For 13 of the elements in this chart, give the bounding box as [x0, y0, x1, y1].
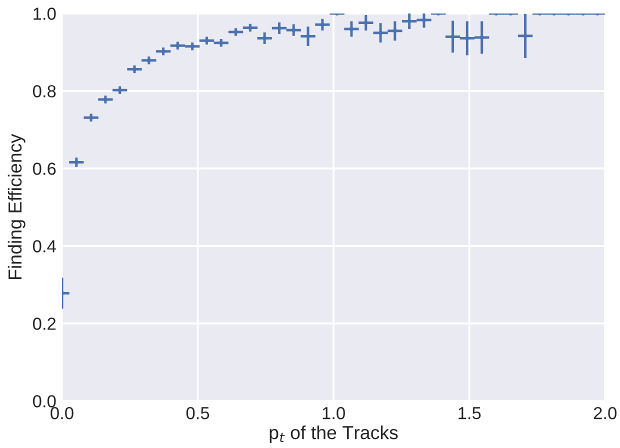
- y-axis-title: Finding Efficiency: [8, 134, 26, 279]
- x-tick-label: 2.0: [594, 406, 617, 420]
- y-tick-label: 0.0: [32, 395, 56, 408]
- x-tick-label: 0.5: [186, 406, 210, 420]
- x-axis-title: p$_{t}$ of the Tracks: [270, 425, 398, 443]
- x-tick-label: 1.5: [458, 407, 481, 420]
- y-tick-label: 0.4: [32, 240, 56, 252]
- y-tick-label: 0.6: [32, 162, 56, 175]
- x-tick-label: 0.0: [50, 406, 74, 420]
- y-tick-label: 0.8: [32, 85, 56, 98]
- y-tick-label: 1.0: [34, 8, 56, 20]
- x-tick-label: 1.0: [322, 406, 345, 420]
- y-tick-label: 0.2: [32, 318, 56, 330]
